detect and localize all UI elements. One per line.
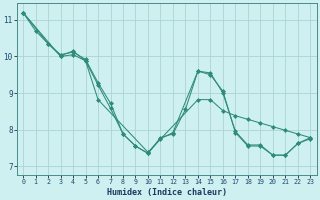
X-axis label: Humidex (Indice chaleur): Humidex (Indice chaleur): [107, 188, 227, 197]
